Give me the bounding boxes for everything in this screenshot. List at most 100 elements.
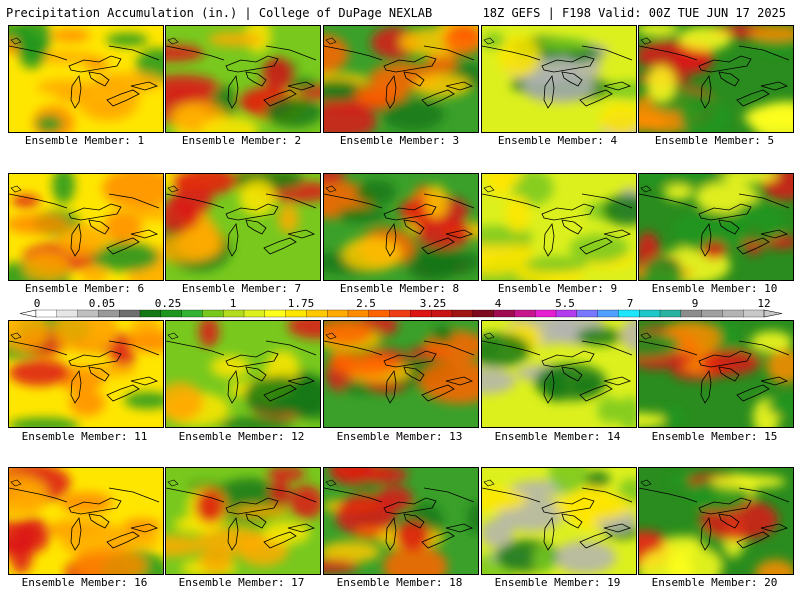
ensemble-panel xyxy=(638,173,794,281)
colorbar-swatch xyxy=(576,309,599,318)
ensemble-panel xyxy=(165,320,321,428)
colorbar-swatch xyxy=(98,309,120,318)
ensemble-panel xyxy=(638,25,794,133)
colorbar-swatch xyxy=(618,309,640,318)
colorbar-tick-label: 2.5 xyxy=(356,297,376,310)
precip-field-map xyxy=(639,468,793,574)
ensemble-member-label: Ensemble Member: 12 xyxy=(178,430,305,443)
colorbar-swatch xyxy=(77,309,99,318)
colorbar-swatch xyxy=(368,309,391,318)
ensemble-member-label: Ensemble Member: 11 xyxy=(21,430,148,443)
colorbar-tick-label: 0 xyxy=(33,297,41,310)
colorbar-swatch xyxy=(306,309,328,318)
precip-field-map xyxy=(166,174,320,280)
colorbar-tick-label: 1.75 xyxy=(287,297,315,310)
colorbar-tick-label: 1 xyxy=(229,297,237,310)
ensemble-panel xyxy=(638,320,794,428)
precip-field-map xyxy=(324,321,478,427)
colorbar-swatch xyxy=(160,309,183,318)
ensemble-member-label: Ensemble Member: 20 xyxy=(651,576,778,589)
colorbar-swatch xyxy=(347,309,370,318)
precip-field-map xyxy=(9,321,163,427)
colorbar-swatch xyxy=(264,309,287,318)
ensemble-panel xyxy=(8,467,164,575)
colorbar-swatch xyxy=(35,309,58,318)
ensemble-panel xyxy=(165,173,321,281)
colorbar-swatch xyxy=(285,309,307,318)
ensemble-member-label: Ensemble Member: 4 xyxy=(497,134,618,147)
precip-field-map xyxy=(9,26,163,132)
ensemble-panel xyxy=(481,173,637,281)
ensemble-member-label: Ensemble Member: 6 xyxy=(24,282,145,295)
precip-field-map xyxy=(324,26,478,132)
ensemble-panel xyxy=(165,25,321,133)
colorbar-swatch xyxy=(680,309,703,318)
colorbar-swatch xyxy=(639,309,661,318)
colorbar-tick-label: 3.25 xyxy=(419,297,447,310)
precip-field-map xyxy=(639,174,793,280)
colorbar-swatch xyxy=(389,309,411,318)
ensemble-panel xyxy=(8,173,164,281)
precip-field-map xyxy=(639,26,793,132)
ensemble-panel xyxy=(8,320,164,428)
precip-field-map xyxy=(9,468,163,574)
ensemble-member-label: Ensemble Member: 18 xyxy=(336,576,463,589)
colorbar-swatch xyxy=(431,309,453,318)
colorbar-tick-label: 4 xyxy=(494,297,502,310)
colorbar-tick-label: 7 xyxy=(626,297,634,310)
colorbar-swatch xyxy=(555,309,578,318)
colorbar-swatch xyxy=(451,309,474,318)
ensemble-member-label: Ensemble Member: 14 xyxy=(494,430,621,443)
ensemble-member-label: Ensemble Member: 8 xyxy=(339,282,460,295)
precip-field-map xyxy=(166,26,320,132)
ensemble-panel xyxy=(481,25,637,133)
ensemble-member-label: Ensemble Member: 10 xyxy=(651,282,778,295)
precip-field-map xyxy=(482,26,636,132)
ensemble-member-label: Ensemble Member: 17 xyxy=(178,576,305,589)
colorbar-swatch xyxy=(472,309,495,318)
precip-field-map xyxy=(482,321,636,427)
ensemble-member-label: Ensemble Member: 2 xyxy=(181,134,302,147)
colorbar-swatch xyxy=(701,309,723,318)
ensemble-member-label: Ensemble Member: 7 xyxy=(181,282,302,295)
precip-field-map xyxy=(639,321,793,427)
ensemble-panel xyxy=(323,320,479,428)
ensemble-member-label: Ensemble Member: 13 xyxy=(336,430,463,443)
map-title: Precipitation Accumulation (in.) | Colle… xyxy=(6,6,433,20)
colorbar-swatch xyxy=(181,309,203,318)
colorbar-swatch xyxy=(659,309,682,318)
colorbar-swatch xyxy=(202,309,224,318)
colorbar-swatch xyxy=(119,309,141,318)
ensemble-panel xyxy=(323,173,479,281)
precip-field-map xyxy=(166,468,320,574)
precip-field-map xyxy=(166,321,320,427)
colorbar-tick-label: 0.25 xyxy=(154,297,182,310)
ensemble-member-label: Ensemble Member: 15 xyxy=(651,430,778,443)
colorbar-tick-label: 9 xyxy=(691,297,699,310)
ensemble-member-label: Ensemble Member: 16 xyxy=(21,576,148,589)
ensemble-member-label: Ensemble Member: 19 xyxy=(494,576,621,589)
colorbar-swatch xyxy=(243,309,266,318)
ensemble-member-label: Ensemble Member: 5 xyxy=(654,134,775,147)
colorbar-swatch xyxy=(722,309,744,318)
ensemble-member-label: Ensemble Member: 1 xyxy=(24,134,145,147)
colorbar-swatch xyxy=(327,309,349,318)
model-run-info: 18Z GEFS | F198 Valid: 00Z TUE JUN 17 20… xyxy=(482,6,786,20)
ensemble-panel xyxy=(323,467,479,575)
ensemble-panel xyxy=(8,25,164,133)
colorbar-swatch xyxy=(597,309,619,318)
colorbar-swatch xyxy=(139,309,162,318)
colorbar-right-arrow xyxy=(763,309,783,318)
precip-field-map xyxy=(324,174,478,280)
colorbar-left-arrow xyxy=(19,309,37,318)
colorbar-tick-label: 0.05 xyxy=(88,297,116,310)
precipitation-colorbar xyxy=(19,309,783,318)
precip-field-map xyxy=(482,468,636,574)
colorbar-tick-label: 5.5 xyxy=(555,297,575,310)
ensemble-member-label: Ensemble Member: 9 xyxy=(497,282,618,295)
colorbar-swatch xyxy=(56,309,79,318)
ensemble-panel xyxy=(481,467,637,575)
colorbar-swatch xyxy=(535,309,557,318)
ensemble-panel xyxy=(165,467,321,575)
precip-field-map xyxy=(9,174,163,280)
